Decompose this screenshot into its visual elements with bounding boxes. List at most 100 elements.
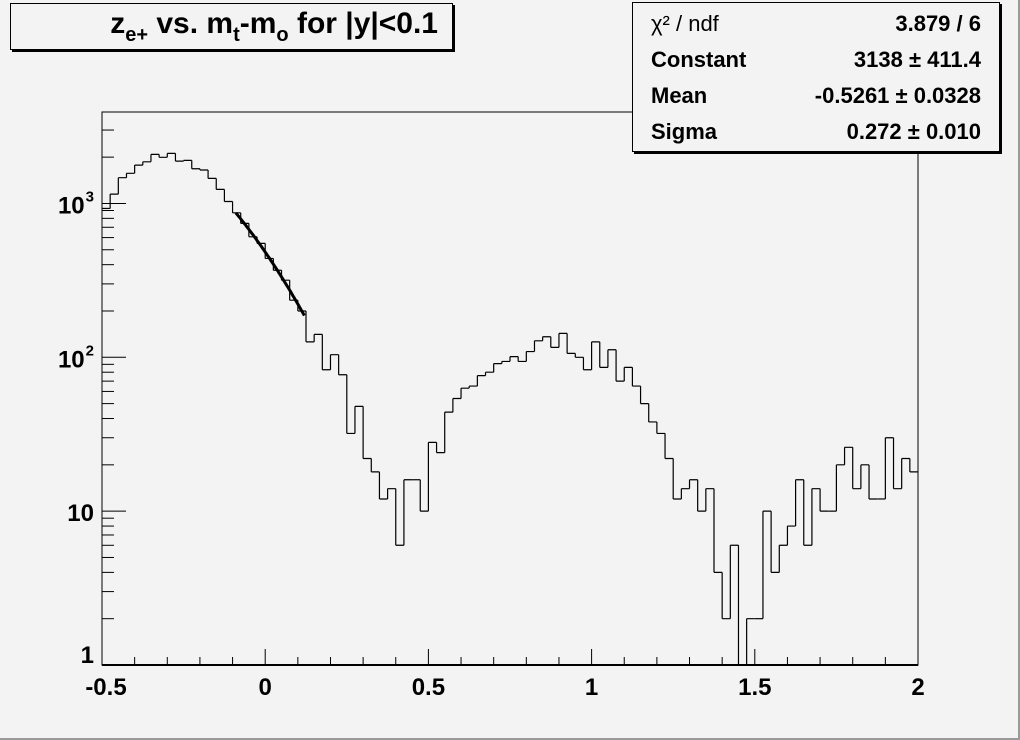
title-part: vs. m — [148, 7, 234, 40]
histogram-bin — [435, 442, 445, 454]
histogram-bin — [362, 406, 372, 460]
stat-row-constant: Constant 3138 ± 411.4 — [651, 43, 981, 77]
stat-row-mean: Mean -0.5261 ± 0.0328 — [651, 79, 981, 113]
histogram-bin — [444, 411, 453, 453]
y-tick-label: 1 — [81, 642, 94, 669]
histogram-bin — [223, 189, 233, 203]
histogram-bin — [370, 458, 380, 473]
x-tick-label: 1 — [585, 674, 598, 701]
histogram-bin — [574, 353, 584, 358]
histogram-bin — [125, 172, 135, 178]
histogram-bin — [901, 457, 910, 489]
y-tick-base: 10 — [67, 500, 94, 527]
histogram-bin — [321, 334, 331, 371]
y-tick-base: 10 — [58, 346, 85, 373]
histogram-bin — [811, 488, 821, 546]
histogram-bin — [680, 488, 690, 499]
histogram-bin — [395, 488, 404, 546]
histogram-bin — [860, 464, 870, 489]
stat-value: 3138 ± 411.4 — [853, 47, 981, 72]
histogram-bin — [639, 386, 649, 405]
histogram-bin — [615, 349, 625, 382]
histogram-bin — [501, 360, 510, 364]
stat-label: Mean — [651, 83, 708, 108]
title-part: z — [110, 7, 126, 40]
stat-value: 3.879 / 6 — [895, 11, 981, 36]
histogram-bin — [778, 544, 788, 573]
stat-label: Constant — [651, 47, 747, 72]
histogram-bin — [387, 488, 396, 499]
stat-label: χ² / ndf — [651, 11, 719, 36]
histogram-bin — [746, 618, 755, 665]
histogram-bin — [803, 479, 812, 546]
stat-row-chi2: χ² / ndf 3.879 / 6 — [651, 7, 981, 41]
histogram-bin — [737, 545, 740, 665]
title-sub: o — [276, 24, 289, 46]
histogram-bin — [868, 464, 878, 500]
histogram-bin — [713, 488, 723, 573]
histogram-bin — [599, 341, 608, 368]
histogram-bin — [884, 437, 894, 499]
histogram-bin — [354, 405, 364, 434]
histogram-bin — [786, 525, 796, 546]
histogram-bin — [183, 159, 192, 162]
histogram-bin — [117, 177, 127, 195]
fit-stats-box: χ² / ndf 3.879 / 6 Constant 3138 ± 411.4 M… — [632, 2, 1000, 152]
histogram-bin — [134, 164, 143, 174]
stat-label: Sigma — [651, 119, 718, 144]
histogram-bin — [329, 354, 339, 370]
histogram-bin — [452, 397, 462, 413]
histogram-bin — [476, 375, 486, 387]
histogram-bin — [566, 333, 576, 355]
x-tick-label: 1.5 — [738, 674, 771, 701]
histogram-bin — [664, 433, 674, 460]
histogram-bin — [762, 510, 772, 619]
title-part: for |y|<0.1 — [288, 7, 438, 40]
histogram-bin — [419, 479, 429, 512]
histogram-bin — [819, 488, 829, 512]
histogram-bin — [468, 385, 478, 389]
histogram-bin — [378, 471, 388, 500]
x-tick-label: 0 — [259, 674, 272, 701]
histogram-bin — [835, 464, 845, 512]
histogram-bin — [509, 356, 519, 362]
histogram-bin — [191, 160, 200, 170]
x-tick-label: -0.5 — [85, 674, 126, 701]
histogram-bin — [656, 421, 666, 435]
histogram-bin — [852, 447, 861, 490]
histogram-bin — [542, 336, 551, 341]
stat-value: 0.272 ± 0.010 — [846, 119, 981, 144]
histogram-bin — [493, 363, 502, 373]
histogram-bin — [550, 336, 559, 348]
histogram-bin — [313, 333, 323, 342]
histogram-bin — [648, 403, 657, 423]
chart-title: ze+ vs. mt-mo for |y|<0.1 — [110, 7, 438, 47]
histogram-bin — [305, 310, 315, 343]
histogram-bin — [533, 340, 543, 352]
gaussian-fit-curve — [234, 211, 306, 317]
stat-value: -0.5261 ± 0.0328 — [814, 83, 981, 108]
histogram-bin — [460, 387, 470, 399]
y-tick-label: 103 — [58, 188, 94, 219]
histogram-bin — [688, 479, 698, 489]
histogram-bin — [729, 544, 739, 619]
histogram-bin — [109, 193, 119, 209]
histogram-bin — [174, 153, 184, 162]
histogram-bin — [795, 479, 804, 527]
title-box: ze+ vs. mt-mo for |y|<0.1 — [10, 3, 453, 50]
histogram-bin — [582, 357, 592, 371]
histogram-bin — [346, 374, 355, 435]
histogram-bin — [909, 458, 918, 473]
histogram-bin — [697, 479, 706, 512]
x-tick-label: 0.5 — [412, 674, 445, 701]
histogram-bin — [158, 154, 168, 158]
histogram-bin — [705, 488, 714, 512]
y-tick-label: 10 — [67, 500, 94, 527]
histogram-bin — [525, 350, 535, 362]
histogram-bin — [142, 161, 151, 166]
y-tick-base: 10 — [58, 192, 85, 219]
title-sub: t — [233, 24, 240, 46]
histogram-bin — [672, 458, 682, 500]
